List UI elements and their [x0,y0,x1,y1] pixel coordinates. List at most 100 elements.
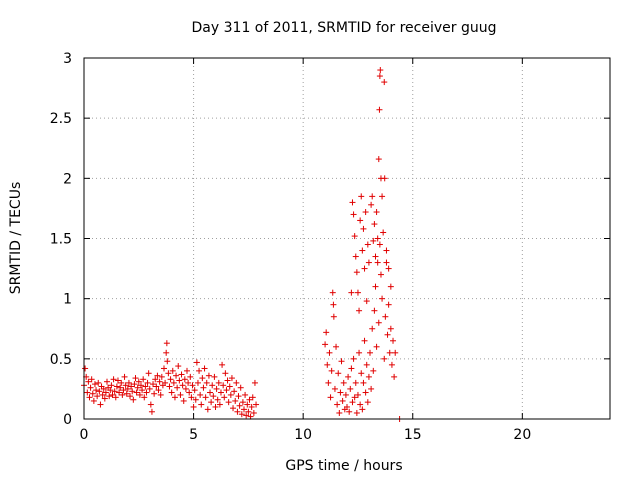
chart-title: Day 311 of 2011, SRMTID for receiver guu… [192,20,497,36]
data-point [352,253,359,260]
data-point [182,385,189,392]
data-point [174,384,181,391]
data-point [350,355,357,362]
data-point [231,388,238,395]
data-point [330,313,337,320]
data-point [205,372,212,379]
data-point [360,379,367,386]
data-point [348,289,355,296]
data-point [143,389,150,396]
data-point [90,397,97,404]
data-point [376,241,383,248]
data-point [331,385,338,392]
data-point [100,385,107,392]
data-point [134,384,141,391]
data-point [225,399,232,406]
data-point [108,382,115,389]
data-point [361,337,368,344]
data-point [192,396,199,403]
data-point [208,399,215,406]
data-point [357,401,364,408]
data-point [370,237,377,244]
data-point [221,394,228,401]
data-point [242,391,249,398]
data-point [190,403,197,410]
data-point [367,349,374,356]
data-point [363,361,370,368]
data-point [391,373,398,380]
data-point [113,383,120,390]
data-point [150,381,157,388]
data-point [215,379,222,386]
data-point [213,385,220,392]
data-point [375,156,382,163]
data-point [220,382,227,389]
data-point [185,379,192,386]
data-point [335,370,342,377]
data-point [180,397,187,404]
data-point [142,383,149,390]
data-point [372,253,379,260]
data-point [191,387,198,394]
data-point [370,367,377,374]
data-point [214,396,221,403]
data-point [122,382,129,389]
data-point [246,396,253,403]
data-point [388,361,395,368]
data-point [374,235,381,242]
data-point [151,390,158,397]
data-point [99,391,106,398]
data-point [232,397,239,404]
data-point [228,375,235,382]
data-point [328,367,335,374]
data-point [146,385,153,392]
data-point [148,408,155,415]
data-point [364,241,371,248]
data-point [339,397,346,404]
data-point [216,401,223,408]
data-point [199,375,206,382]
data-point [203,379,210,386]
data-point [333,343,340,350]
data-point [155,387,162,394]
data-point [387,283,394,290]
y-tick-label: 3 [63,51,72,67]
data-point [212,403,219,410]
data-point [136,391,143,398]
data-point [217,389,224,396]
data-point [87,384,94,391]
data-point [117,384,124,391]
data-point [86,394,93,401]
data-point [353,409,360,416]
data-point [248,403,255,410]
data-point [82,365,89,372]
data-point [371,221,378,228]
data-point [359,406,366,413]
data-point [230,405,237,412]
data-point [114,377,121,384]
data-point [358,193,365,200]
data-point [356,349,363,356]
data-point [363,298,370,305]
x-tick-label: 5 [189,427,198,443]
data-point [116,389,123,396]
data-point [345,373,352,380]
data-point [123,390,130,397]
y-tick-label: 0 [63,412,72,428]
axis-ticks [83,57,610,420]
data-point [351,394,358,401]
data-point [361,265,368,272]
data-point [187,373,194,380]
data-point [372,283,379,290]
data-point [368,201,375,208]
data-point [344,403,350,410]
data-point [377,67,384,74]
data-point [251,379,258,386]
data-point [368,385,375,392]
data-points [81,67,403,422]
data-point [97,401,104,408]
data-point [184,367,191,374]
data-point [365,259,372,266]
data-point [354,391,361,398]
data-point [96,388,103,395]
